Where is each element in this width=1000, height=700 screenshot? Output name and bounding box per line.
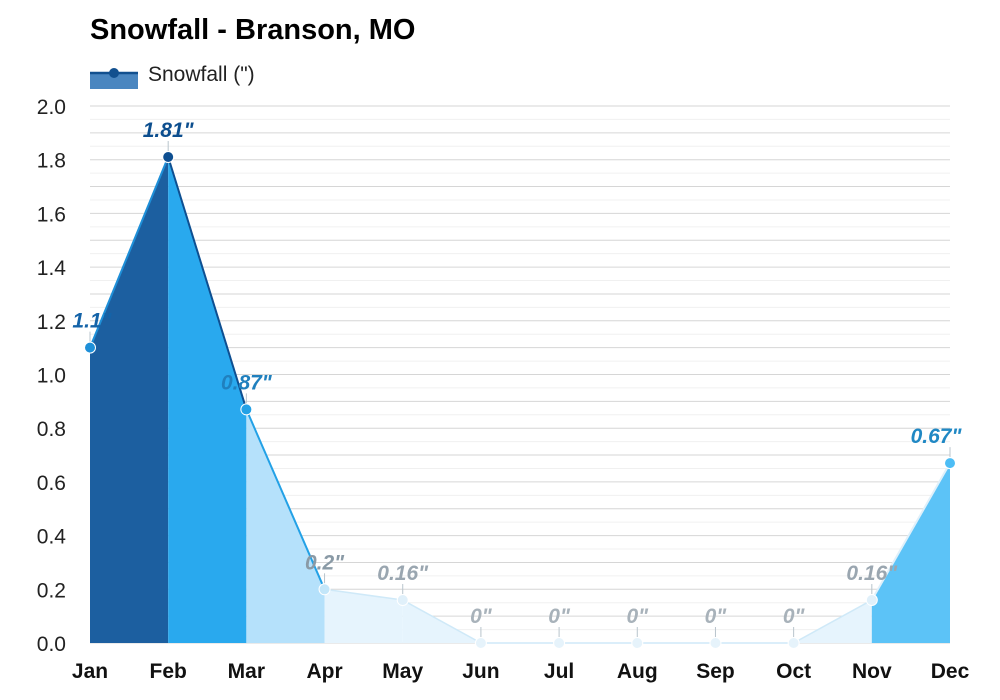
data-point-jul: [553, 637, 566, 649]
area-segments: [90, 157, 950, 643]
data-label-nov: 0.16": [846, 562, 898, 585]
data-label-dec: 0.67": [911, 425, 963, 448]
y-tick-label: 1.4: [37, 257, 67, 280]
x-tick-label: Jan: [72, 660, 108, 683]
series-line-segment: [167, 156, 248, 410]
x-tick-label: Mar: [228, 660, 265, 683]
data-point-aug: [631, 637, 644, 649]
area-segment-jan: [90, 157, 169, 643]
y-tick-label: 0.6: [37, 472, 66, 495]
y-tick-label: 1.6: [37, 203, 66, 226]
data-label-jun: 0": [470, 605, 493, 628]
data-label-mar: 0.87": [221, 371, 273, 394]
y-tick-label: 1.8: [37, 150, 66, 173]
series-line-segment: [89, 156, 170, 349]
x-tick-label: Feb: [150, 660, 187, 683]
data-point-sep: [709, 637, 722, 649]
data-point-apr: [318, 583, 331, 596]
series-line-segment: [402, 599, 482, 644]
y-tick-label: 0.0: [37, 633, 66, 656]
area-segment-apr: [324, 589, 403, 643]
x-tick-label: Aug: [617, 660, 658, 683]
x-tick-label: May: [382, 660, 423, 683]
series-line-segment: [245, 409, 326, 590]
series-line-segment: [793, 599, 873, 644]
data-point-jan: [84, 341, 96, 354]
x-tick-label: Nov: [852, 660, 892, 683]
area-segment-mar: [246, 409, 325, 643]
x-tick-label: Jun: [462, 660, 499, 683]
series-line-segment: [870, 462, 951, 601]
x-tick-label: Jul: [544, 660, 574, 683]
data-point-oct: [787, 637, 800, 649]
x-tick-label: Oct: [776, 660, 811, 683]
data-point-feb: [162, 151, 175, 164]
series-line-segment: [324, 588, 403, 601]
area-segment-nov: [871, 463, 950, 643]
data-label-may: 0.16": [377, 562, 429, 585]
data-point-jun: [474, 637, 487, 649]
series-line: [89, 156, 951, 644]
data-point-dec: [944, 457, 956, 470]
chart-title: Snowfall - Branson, MO: [90, 14, 416, 46]
y-tick-label: 2.0: [37, 96, 66, 119]
legend-label: Snowfall ("): [148, 63, 255, 86]
data-labels: 1.1" 1.81" 0.87" 0.2" 0.16" 0" 0" 0" 0" 0" 0.16" 0.…: [72, 119, 962, 628]
x-tick-label: Dec: [931, 660, 970, 683]
y-tick-label: 0.2: [37, 579, 66, 602]
data-label-aug: 0": [626, 605, 649, 628]
area-segment-feb: [168, 157, 247, 643]
data-label-feb: 1.81": [143, 119, 195, 142]
y-tick-label: 0.8: [37, 418, 66, 441]
data-points: [84, 141, 956, 649]
data-point-mar: [240, 403, 253, 416]
data-point-nov: [865, 594, 878, 607]
data-point-may: [396, 594, 409, 607]
x-tick-label: Sep: [696, 660, 735, 683]
data-label-jul: 0": [548, 605, 571, 628]
data-label-jan: 1.1": [72, 310, 112, 333]
legend[interactable]: Snowfall ("): [90, 60, 255, 90]
x-tick-label: Apr: [306, 660, 342, 683]
y-tick-label: 1.2: [37, 311, 66, 334]
data-label-apr: 0.2": [305, 551, 345, 574]
data-label-sep: 0": [705, 605, 728, 628]
legend-swatch-icon: [90, 68, 138, 89]
data-label-oct: 0": [783, 605, 806, 628]
y-tick-label: 0.4: [37, 526, 67, 549]
y-tick-label: 1.0: [37, 365, 66, 388]
x-axis-ticks: Jan Feb Mar Apr May Jun Jul Aug Sep Oct Nov Dec: [72, 660, 970, 683]
y-axis-ticks: 0.0 0.2 0.4 0.6 0.8 1.0 1.2 1.4 1.6 1.8 2.0: [37, 96, 67, 656]
